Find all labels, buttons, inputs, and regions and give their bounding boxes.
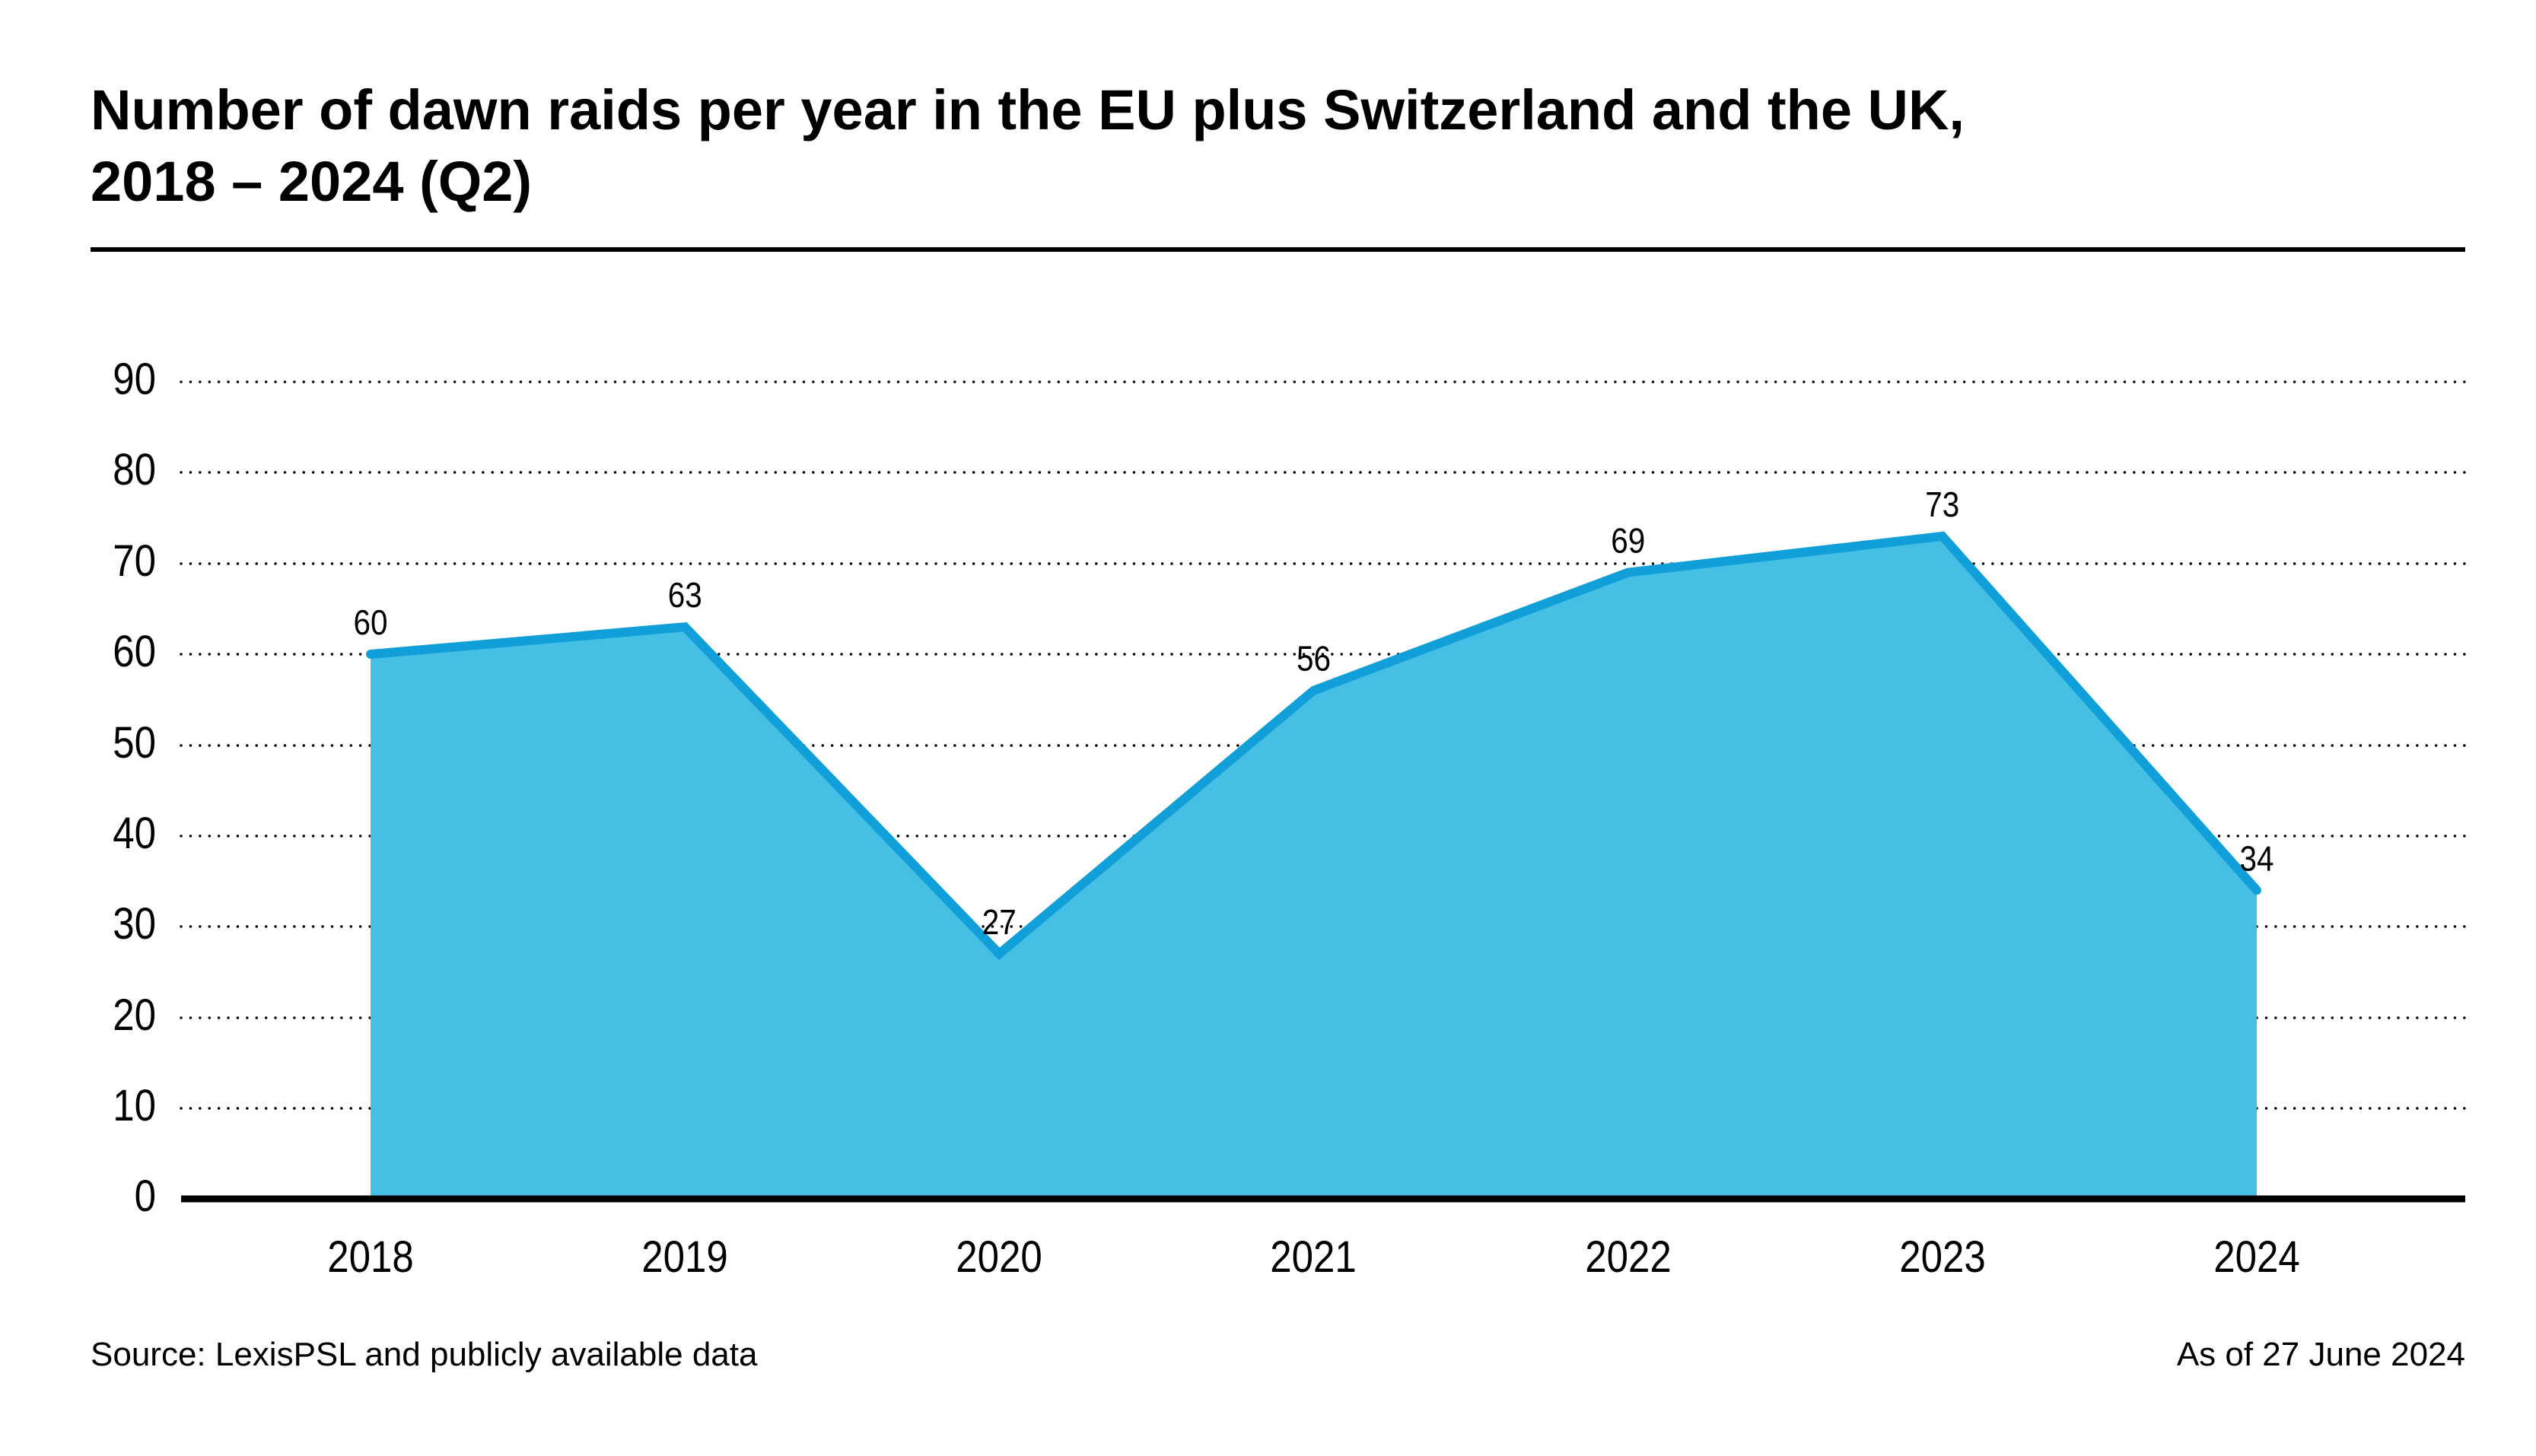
x-tick-label: 2020: [956, 1232, 1042, 1282]
value-label: 73: [1925, 486, 1959, 525]
chart-title-line2: 2018 – 2024 (Q2): [91, 150, 532, 213]
x-tick-label: 2019: [641, 1232, 728, 1282]
trend-line: [366, 531, 2261, 960]
x-tick-label: 2021: [1270, 1232, 1357, 1282]
as-of-date: As of 27 June 2024: [2177, 1336, 2465, 1373]
title-divider-rule: [91, 247, 2465, 252]
y-tick-label: 50: [113, 718, 156, 768]
x-tick-label: 2022: [1585, 1232, 1672, 1282]
area-fill: [371, 536, 2257, 1199]
y-tick-label: 30: [113, 899, 156, 949]
x-tick-label: 2023: [1899, 1232, 1986, 1282]
chart-title: Number of dawn raids per year in the EU …: [91, 78, 1965, 213]
y-tick-label: 10: [113, 1081, 156, 1130]
y-tick-label: 40: [113, 809, 156, 858]
y-tick-label: 80: [113, 445, 156, 494]
value-label: 34: [2239, 840, 2273, 879]
value-label: 56: [1297, 640, 1331, 679]
value-label: 69: [1611, 522, 1645, 561]
value-labels: 60 63 27 56 69 73 34: [353, 486, 2273, 943]
x-tick-label: 2018: [327, 1232, 414, 1282]
y-axis-labels: 90 80 70 60 50 40 30 20 10 0: [113, 354, 156, 1221]
value-label: 60: [353, 604, 387, 643]
chart-footer: Source: LexisPSL and publicly available …: [91, 1336, 2465, 1373]
value-label: 27: [982, 903, 1017, 942]
y-tick-label: 90: [113, 354, 156, 404]
source-note: Source: LexisPSL and publicly available …: [91, 1336, 758, 1373]
y-tick-label: 20: [113, 990, 156, 1040]
chart-title-line1: Number of dawn raids per year in the EU …: [91, 78, 1965, 141]
x-axis-labels: 2018 2019 2020 2021 2022 2023 2024: [327, 1232, 2300, 1282]
x-tick-label: 2024: [2213, 1232, 2300, 1282]
y-tick-label: 0: [135, 1171, 156, 1221]
value-label: 63: [668, 577, 702, 615]
y-tick-label: 70: [113, 536, 156, 586]
y-tick-label: 60: [113, 627, 156, 676]
